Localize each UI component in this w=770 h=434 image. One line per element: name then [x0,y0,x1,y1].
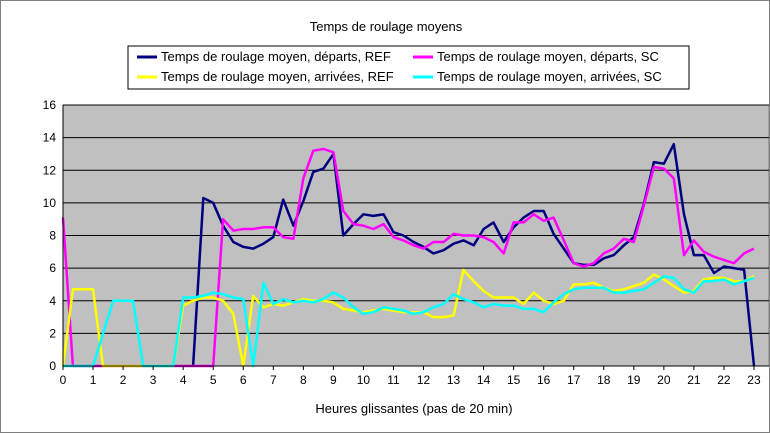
y-tick-label: 10 [43,196,57,210]
legend-label: Temps de roulage moyen, départs, SC [437,49,659,64]
y-tick-label: 14 [43,131,57,145]
y-tick-label: 12 [43,163,57,177]
axes [62,105,769,367]
x-tick-label: 19 [627,373,641,387]
x-tick-label: 17 [567,373,581,387]
x-tick-label: 12 [417,373,431,387]
legend-label: Temps de roulage moyen, arrivées, REF [161,69,394,84]
x-tick-label: 14 [477,373,491,387]
x-tick-label: 9 [330,373,337,387]
y-tick-label: 4 [49,294,56,308]
x-tick-label: 3 [150,373,157,387]
x-axis-ticks: 0 1 2 3 4 5 6 7 8 9 10 11 12 13 14 15 16 17 18 19 20 21 22 23 [60,366,761,387]
series-group [61,142,756,368]
x-tick-label: 11 [387,373,400,387]
x-tick-label: 22 [717,373,731,387]
x-axis-label: Heures glissantes (pas de 20 min) [315,401,512,416]
x-tick-label: 2 [120,373,127,387]
x-tick-label: 7 [270,373,277,387]
chart-title: Temps de roulage moyens [310,19,463,34]
legend-label: Temps de roulage moyen, arrivées, SC [437,69,662,84]
series-line-3 [61,268,755,368]
x-tick-label: 4 [180,373,187,387]
y-tick-label: 16 [43,98,57,112]
legend: Temps de roulage moyen, départs, REF Temp… [127,45,690,90]
x-tick-label: 13 [447,373,461,387]
y-tick-label: 0 [49,359,56,373]
legend-label: Temps de roulage moyen, départs, REF [161,49,391,64]
series-line-1 [191,142,756,367]
x-tick-label: 0 [60,373,67,387]
x-tick-label: 1 [90,373,97,387]
y-tick-label: 8 [49,229,56,243]
x-tick-label: 16 [537,373,551,387]
series-line-4 [63,275,755,368]
x-tick-label: 23 [747,373,761,387]
x-tick-label: 10 [357,373,371,387]
y-axis-ticks: 0 2 4 6 8 10 12 14 16 [43,98,57,373]
x-tick-label: 18 [597,373,611,387]
x-tick-label: 20 [657,373,671,387]
x-tick-label: 21 [687,373,701,387]
x-tick-label: 15 [507,373,521,387]
gridlines [63,104,769,334]
x-tick-label: 5 [210,373,217,387]
x-tick-label: 8 [300,373,307,387]
legend-box [127,45,690,90]
y-tick-label: 2 [49,326,56,340]
y-tick-label: 6 [49,261,56,275]
x-tick-label: 6 [240,373,247,387]
series-line-2 [61,147,755,368]
